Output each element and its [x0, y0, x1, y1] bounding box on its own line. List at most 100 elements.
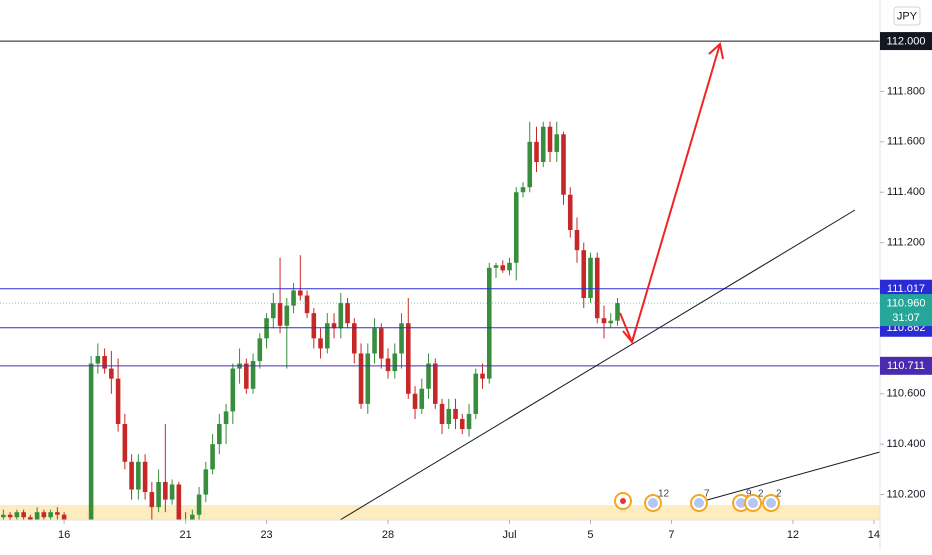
- y-tick-label: 111.200: [887, 237, 925, 249]
- candle-body: [298, 290, 303, 296]
- candle-body: [7, 514, 13, 518]
- candle-body: [291, 290, 296, 306]
- candle-body: [574, 230, 580, 251]
- candle-body: [601, 318, 607, 324]
- candle-body: [594, 257, 600, 319]
- price-label: 111.017: [887, 283, 925, 295]
- event-icons: 12 7 9 2 2: [614, 489, 782, 512]
- currency-box[interactable]: [893, 6, 921, 26]
- candle-body: [378, 328, 384, 359]
- projection-arrow: [619, 43, 721, 345]
- candle-body: [136, 461, 141, 490]
- candle-body: [190, 514, 195, 520]
- price-label-box: [880, 356, 932, 375]
- candle-body: [230, 368, 236, 412]
- x-tick-label: 16: [58, 529, 70, 541]
- candle-body: [95, 355, 101, 364]
- y-tick-label: 111.600: [887, 136, 925, 148]
- candle-body: [446, 408, 452, 425]
- candle-body: [493, 265, 499, 268]
- last-price-box: [880, 294, 932, 327]
- candle-body: [527, 141, 533, 188]
- candle-body: [250, 361, 256, 389]
- candle-body: [244, 363, 249, 389]
- x-tick-label: 5: [587, 529, 593, 541]
- candle-body: [325, 323, 330, 349]
- event-count: 2: [776, 489, 782, 500]
- x-tick-label: 28: [382, 529, 394, 541]
- candle-body: [473, 373, 479, 414]
- arrow-head: [622, 327, 637, 345]
- candle-body: [540, 126, 546, 162]
- candle-body: [163, 481, 168, 500]
- candle-body: [372, 328, 377, 354]
- trend-line: [699, 451, 880, 503]
- candle-body: [345, 303, 350, 324]
- candle-body: [48, 512, 53, 518]
- countdown-label: 31:07: [892, 312, 920, 324]
- candle-body: [196, 494, 202, 515]
- candle-body: [426, 363, 431, 389]
- candle-body: [500, 265, 506, 271]
- candle-body: [365, 353, 371, 404]
- candle-body: [412, 393, 418, 409]
- candle-body: [588, 257, 593, 299]
- arrow-head: [708, 42, 724, 60]
- candle-body: [28, 517, 33, 520]
- candle-body: [352, 323, 357, 354]
- candle-body: [486, 267, 492, 379]
- x-tick-label: 12: [787, 529, 799, 541]
- candle-body: [581, 250, 587, 299]
- candle-body: [115, 378, 121, 425]
- candle-body: [284, 305, 290, 326]
- candle-body: [432, 363, 438, 404]
- candle-body: [14, 512, 20, 518]
- event-flag: [648, 498, 658, 508]
- candle-body: [507, 262, 512, 271]
- candle-body: [480, 373, 485, 379]
- candle-body: [459, 418, 465, 430]
- candle-body: [271, 303, 276, 319]
- candle-body: [122, 424, 128, 462]
- candle-body: [88, 363, 94, 520]
- event-flag: [694, 498, 704, 508]
- price-label: 112.000: [887, 35, 926, 47]
- candle-body: [419, 388, 425, 409]
- event-dot: [620, 498, 626, 504]
- candle-body: [217, 424, 222, 445]
- candle-body: [520, 187, 526, 193]
- candle-body: [210, 444, 215, 470]
- price-label: 110.711: [887, 360, 925, 372]
- candle-body: [608, 320, 614, 324]
- event-flag: [766, 498, 776, 508]
- event-flag: [748, 498, 758, 508]
- currency-label: JPY: [897, 10, 918, 22]
- candle-body: [405, 323, 411, 394]
- candle-body: [223, 411, 229, 425]
- y-tick-label: 111.400: [887, 186, 925, 198]
- zone-band: [0, 505, 880, 520]
- event-count: 7: [704, 489, 710, 500]
- candle-body: [304, 295, 310, 314]
- y-tick-label: 110.200: [887, 488, 926, 500]
- candle-body: [82, 532, 87, 537]
- candle-body: [615, 303, 620, 321]
- x-tick-label: 21: [179, 529, 191, 541]
- candle-body: [142, 461, 148, 493]
- candle-body: [129, 461, 134, 490]
- last-price-label: 110.960: [887, 297, 926, 309]
- x-tick-label: Jul: [502, 529, 516, 541]
- candle-body: [534, 141, 539, 162]
- candle-body: [453, 408, 458, 419]
- candle-body: [561, 134, 566, 195]
- candle-body: [34, 512, 40, 520]
- x-tick-label: 23: [260, 529, 272, 541]
- candle-body: [21, 512, 26, 518]
- y-tick-label: 111.800: [887, 85, 925, 97]
- trend-line: [339, 209, 856, 520]
- candle-body: [466, 413, 472, 430]
- candle-body: [61, 514, 67, 520]
- candle-body: [331, 323, 337, 329]
- candle-body: [513, 192, 519, 263]
